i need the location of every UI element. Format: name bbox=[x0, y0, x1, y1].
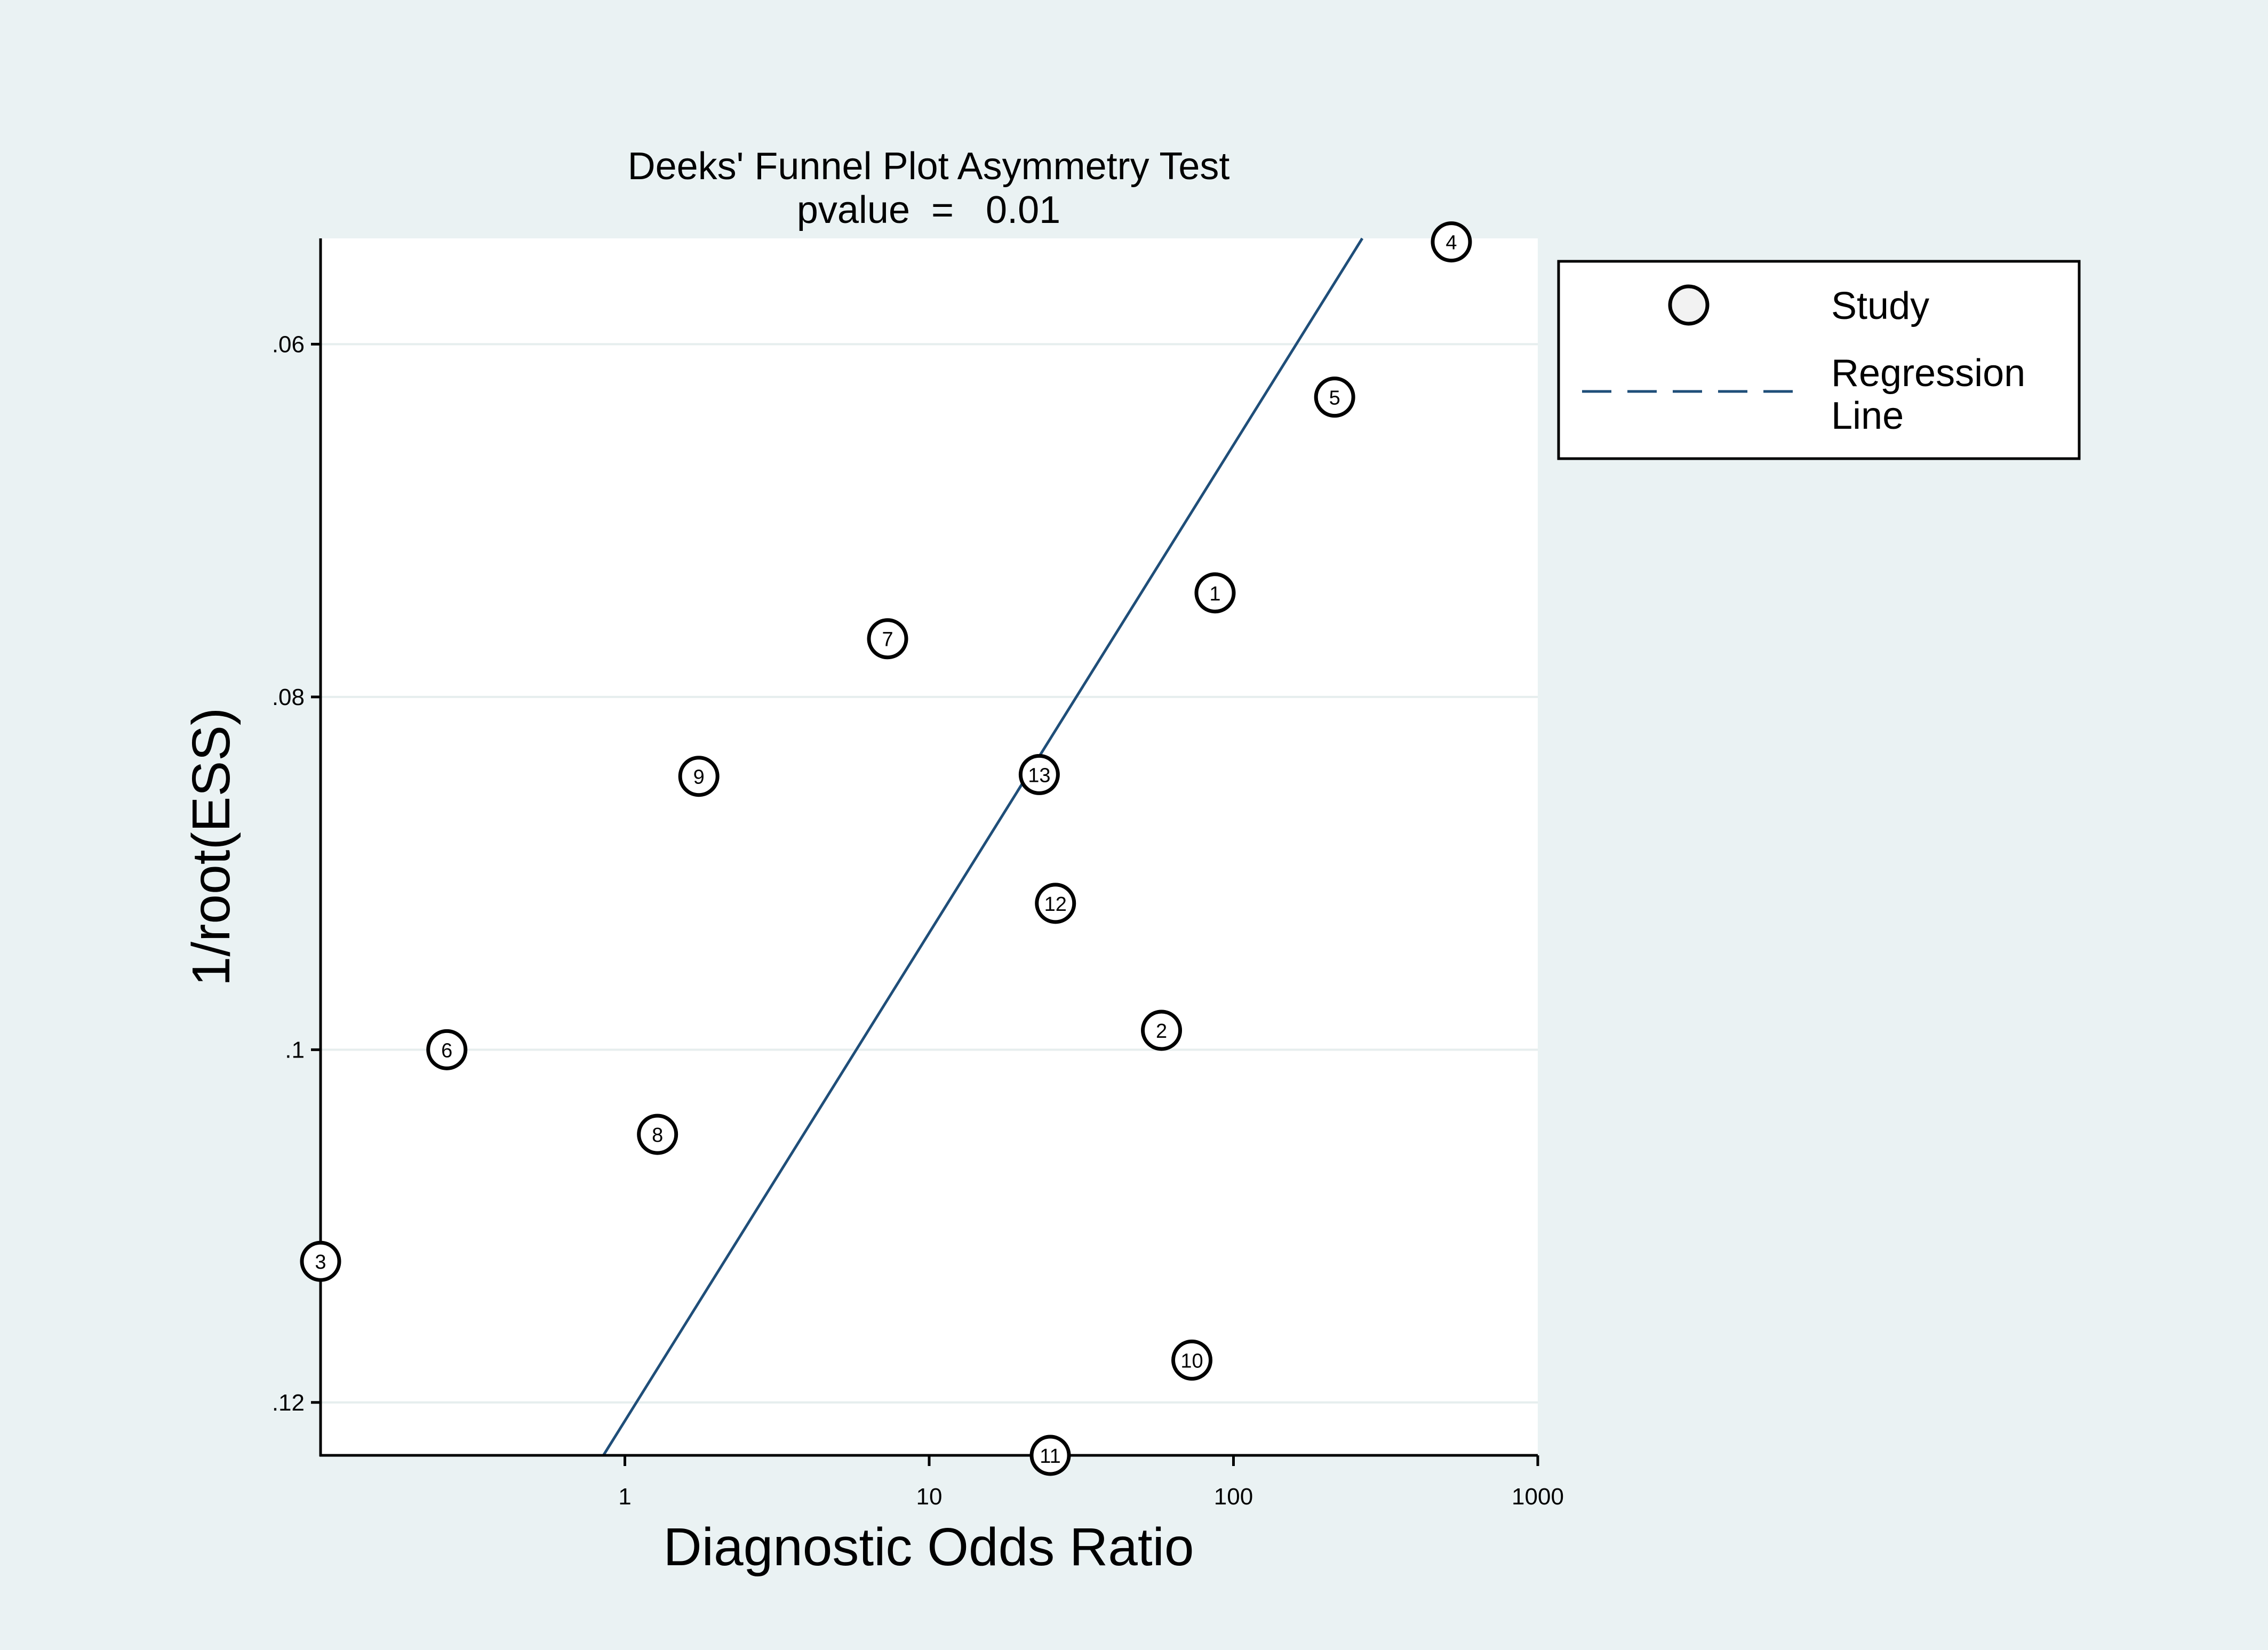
study-point-marker bbox=[678, 756, 720, 797]
study-point-label: 4 bbox=[1446, 232, 1457, 254]
study-point-label: 2 bbox=[1156, 1020, 1167, 1043]
study-point: 6 bbox=[426, 1029, 468, 1070]
plot-area bbox=[321, 238, 1538, 1455]
study-point-label: 6 bbox=[441, 1039, 452, 1062]
study-point-marker bbox=[867, 618, 908, 660]
study-point-label: 3 bbox=[315, 1251, 326, 1273]
study-point: 2 bbox=[1141, 1010, 1183, 1051]
study-point: 7 bbox=[867, 618, 908, 660]
study-point-marker bbox=[1431, 221, 1472, 263]
study-point-label: 5 bbox=[1329, 387, 1340, 410]
study-point: 1 bbox=[1194, 572, 1236, 614]
study-point-label: 9 bbox=[693, 766, 705, 789]
study-point: 5 bbox=[1314, 377, 1355, 418]
y-tick-label: .06 bbox=[272, 331, 305, 357]
study-point: 8 bbox=[637, 1114, 678, 1155]
study-point-marker bbox=[1141, 1010, 1183, 1051]
study-point-marker bbox=[1171, 1339, 1213, 1381]
study-point-marker bbox=[637, 1114, 678, 1155]
legend-regression-label-line2: Line bbox=[1831, 395, 1904, 437]
study-point: 13 bbox=[1018, 754, 1060, 795]
y-axis-label: 1/root(ESS) bbox=[181, 708, 241, 986]
legend-study-marker bbox=[1668, 284, 1710, 326]
study-point-label: 7 bbox=[882, 629, 893, 651]
study-point: 11 bbox=[1029, 1435, 1071, 1476]
study-point-marker bbox=[426, 1029, 468, 1070]
x-tick-label: 1 bbox=[618, 1484, 631, 1510]
legend-study-label: Study bbox=[1831, 285, 1929, 327]
study-point-label: 8 bbox=[652, 1124, 663, 1147]
x-tick-label: 100 bbox=[1214, 1484, 1253, 1510]
study-point-marker bbox=[1035, 883, 1076, 924]
study-point-label: 1 bbox=[1209, 583, 1220, 605]
legend-regression-label-line1: Regression bbox=[1831, 352, 2025, 395]
study-point: 12 bbox=[1035, 883, 1076, 924]
study-point-label: 11 bbox=[1040, 1445, 1060, 1468]
legend-box bbox=[1557, 260, 2081, 460]
study-point-marker bbox=[300, 1240, 341, 1282]
study-point-label: 13 bbox=[1028, 764, 1050, 787]
x-axis-label: Diagnostic Odds Ratio bbox=[664, 1517, 1194, 1577]
study-point-marker bbox=[1029, 1435, 1071, 1476]
legend: Study Regression Line bbox=[1557, 260, 2081, 460]
study-point-marker bbox=[1018, 754, 1060, 795]
x-tick-label: 10 bbox=[916, 1484, 943, 1510]
regression-line bbox=[602, 237, 1364, 1456]
y-tick-label: .08 bbox=[272, 684, 305, 710]
y-tick-label: .12 bbox=[272, 1390, 305, 1416]
study-point: 4 bbox=[1431, 221, 1472, 263]
chart-title: Deeks' Funnel Plot Asymmetry Test bbox=[628, 145, 1230, 188]
regression-layer bbox=[602, 237, 1364, 1456]
grid-lines bbox=[321, 343, 1538, 1404]
study-point: 3 bbox=[300, 1240, 341, 1282]
study-point-label: 12 bbox=[1044, 893, 1067, 916]
x-tick-label: 1000 bbox=[1512, 1484, 1564, 1510]
study-point-marker bbox=[1194, 572, 1236, 614]
study-point-marker bbox=[1314, 377, 1355, 418]
y-tick-label: .1 bbox=[285, 1037, 305, 1063]
chart-subtitle: pvalue = 0.01 bbox=[797, 189, 1060, 231]
study-point: 9 bbox=[678, 756, 720, 797]
study-point: 10 bbox=[1171, 1339, 1213, 1381]
study-point-label: 10 bbox=[1180, 1350, 1203, 1372]
